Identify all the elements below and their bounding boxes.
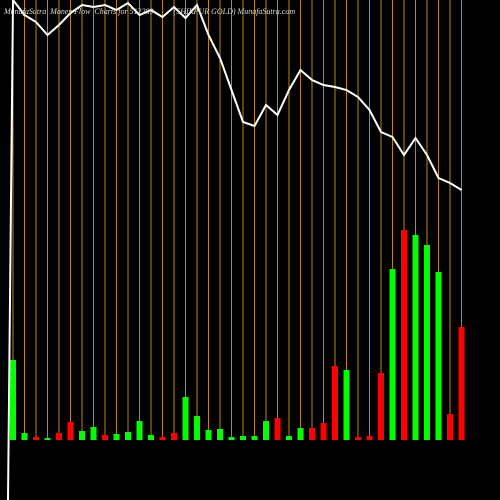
bar (424, 245, 430, 440)
bar (56, 433, 62, 440)
bar (297, 428, 304, 440)
bar (366, 436, 373, 440)
bar (102, 435, 108, 440)
bar (44, 438, 51, 440)
bar (332, 366, 338, 440)
bar (67, 422, 74, 440)
bar (320, 423, 327, 440)
bar (148, 435, 154, 440)
bar (33, 437, 39, 440)
bar (401, 230, 407, 440)
bar (21, 433, 28, 440)
bar (309, 428, 315, 440)
bar (159, 437, 166, 440)
bar (205, 430, 212, 440)
bar (389, 269, 396, 440)
bar (458, 327, 465, 440)
bar (240, 436, 246, 440)
bar (194, 416, 200, 440)
bar (263, 421, 269, 440)
bars (10, 230, 465, 440)
bar (412, 235, 419, 440)
bar (125, 432, 131, 440)
bar (10, 360, 16, 440)
bar (378, 373, 384, 440)
bar (343, 370, 350, 440)
bar (251, 436, 258, 440)
bar (286, 436, 292, 440)
bar (136, 421, 143, 440)
bar (79, 431, 85, 440)
bar (171, 433, 177, 440)
bar (182, 397, 189, 440)
bar (217, 429, 223, 440)
bar (228, 437, 235, 440)
chart-title: MunafaSutra Money Flow Charts for 512289… (3, 7, 295, 16)
money-flow-line (7, 0, 463, 500)
bar (435, 272, 442, 440)
bar (274, 418, 281, 440)
bar (355, 437, 361, 440)
bar (447, 414, 453, 440)
lines (7, 0, 463, 500)
bar (113, 434, 120, 440)
bar (90, 427, 97, 440)
